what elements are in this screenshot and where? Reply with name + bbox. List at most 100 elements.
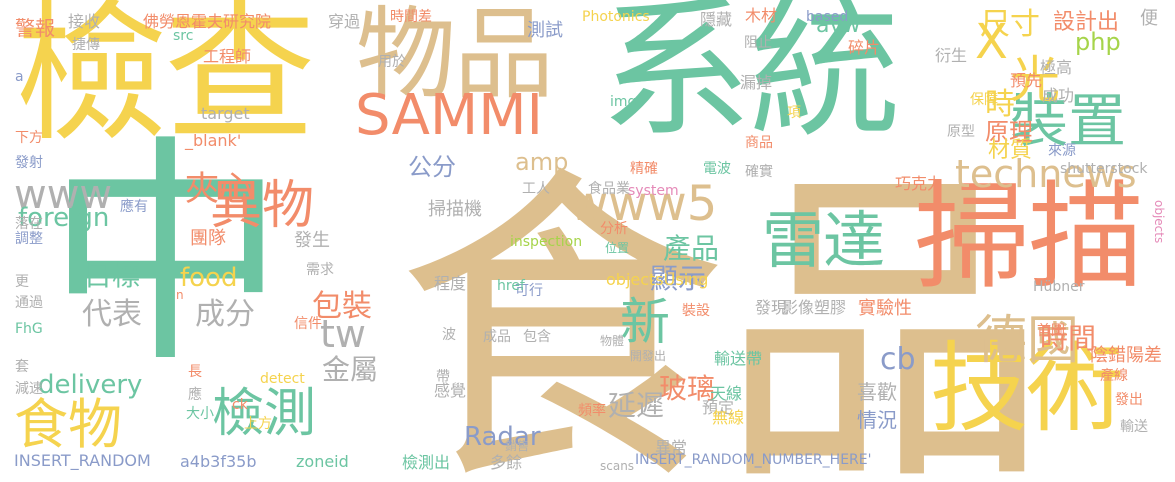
- cloud-word-w78: 工程師: [203, 47, 252, 66]
- cloud-word-x: X: [975, 14, 1008, 70]
- cloud-word-w32: 代表: [82, 297, 142, 332]
- cloud-word-w59: 無線: [712, 408, 745, 427]
- cloud-word-w75: 木材: [745, 6, 778, 25]
- cloud-word-w148: 捷傳: [72, 37, 100, 53]
- cloud-word-w110: 位置: [605, 241, 630, 255]
- cloud-word-w56: 陰錯陽差: [1090, 345, 1162, 366]
- cloud-word-w42: 原理: [985, 118, 1033, 146]
- cloud-word-w22: 時: [985, 87, 1015, 122]
- cloud-word-insert-random-number-here: INSERT_RANDOM_NUMBER_HERE': [635, 452, 872, 468]
- cloud-word-w104: 食品業: [588, 181, 630, 197]
- cloud-word-w113: 需求: [306, 262, 334, 278]
- cloud-word-php: php: [1075, 28, 1121, 56]
- cloud-word-w67: 多餘: [490, 453, 523, 472]
- cloud-word-based: based: [806, 9, 849, 25]
- cloud-word-avw: avw: [816, 13, 861, 38]
- cloud-word-w2: 中: [46, 115, 286, 395]
- cloud-word-w142: 輸送: [1120, 419, 1148, 435]
- cloud-word-insert-random: INSERT_RANDOM: [14, 451, 151, 470]
- cloud-word-w136: 帶: [436, 369, 450, 385]
- cloud-word-objectsusing: objectsUsing: [606, 270, 709, 289]
- cloud-word-w48: 測試: [527, 20, 563, 41]
- cloud-word-w137: 發出: [1115, 392, 1143, 408]
- cloud-word-w29: 顯示: [650, 262, 707, 295]
- cloud-word-w134: 減速: [15, 381, 43, 397]
- cloud-word-w94: 發射: [15, 155, 43, 171]
- cloud-word-w88: 成功: [1042, 86, 1075, 105]
- cloud-word-w3: 檢查: [15, 0, 316, 162]
- cloud-word-target: target: [201, 104, 250, 123]
- cloud-word-w143: 銷售: [505, 439, 530, 453]
- cloud-word-blank: _blank': [185, 131, 242, 150]
- cloud-word-w12: 食物: [14, 393, 122, 456]
- cloud-word-w55: 情況: [857, 408, 897, 432]
- cloud-word-w24: 夾心: [185, 169, 253, 209]
- cloud-word-system: system: [628, 183, 679, 199]
- cloud-word-w50: 影像: [782, 298, 815, 317]
- cloud-word-w135: 應: [188, 387, 202, 403]
- cloud-word-a4b3f35b: a4b3f35b: [180, 452, 257, 471]
- cloud-word-w85: 極高: [1040, 58, 1073, 77]
- cloud-word-w116: 程度: [434, 274, 467, 293]
- cloud-word-w71: 穿過: [328, 12, 361, 31]
- cloud-word-w141: 上方: [244, 416, 272, 432]
- cloud-word-cb: cb: [880, 342, 916, 377]
- cloud-word-w83: 碎片: [848, 38, 881, 57]
- cloud-word-w35: 金屬: [322, 353, 379, 386]
- cloud-word-w127: 首圖: [1037, 323, 1065, 339]
- cloud-word-w60: 感覺: [434, 381, 467, 400]
- cloud-word-www5: www5: [569, 176, 718, 232]
- cloud-word-technews: technews: [955, 152, 1137, 196]
- cloud-word-foreign: foreign: [18, 203, 110, 233]
- cloud-word-w96: 精確: [630, 161, 658, 177]
- cloud-word-objects: objects: [1152, 200, 1166, 244]
- cloud-word-w106: 落在: [15, 216, 43, 232]
- cloud-word-w26: 公分: [408, 153, 456, 181]
- cloud-word-w39: 延遲: [608, 389, 665, 422]
- cloud-word-w61: 異常: [655, 438, 688, 457]
- cloud-word-w133: 產線: [1100, 368, 1128, 384]
- cloud-word-w19: 新: [620, 293, 670, 351]
- cloud-word-w53: 輸送帶: [714, 349, 763, 368]
- cloud-word-fhg: FhG: [15, 321, 43, 337]
- cloud-word-w0: 食品: [396, 141, 1049, 482]
- cloud-word-w122: 信件: [294, 316, 322, 332]
- cloud-word-w58: 預定: [702, 398, 735, 417]
- cloud-word-w45: 團隊: [190, 228, 226, 249]
- cloud-word-w1: 系統: [600, 0, 901, 158]
- cloud-word-w114: 通過: [15, 295, 43, 311]
- cloud-word-w77: 便: [1140, 8, 1158, 29]
- cloud-word-w28: 產品: [663, 232, 720, 265]
- cloud-word-w123: 波: [442, 327, 456, 343]
- cloud-word-scans: scans: [600, 459, 635, 473]
- cloud-word-radar: Radar: [464, 422, 541, 452]
- cloud-word-src: src: [173, 28, 194, 44]
- cloud-word-w6: 技術: [930, 332, 1124, 446]
- cloud-word-w108: 調整: [15, 231, 43, 247]
- cloud-word-inspection: inspection: [510, 234, 583, 250]
- cloud-word-w129: 套: [15, 359, 29, 375]
- cloud-word-w86: 預先: [1010, 71, 1043, 90]
- cloud-word-w89: 漏掉: [740, 73, 773, 92]
- cloud-word-w57: 天線: [710, 384, 743, 403]
- cloud-word-food: food: [180, 263, 238, 293]
- cloud-word-zoneid: zoneid: [296, 452, 349, 471]
- cloud-word-shutterstock: shutterstock: [1060, 161, 1148, 177]
- cloud-word-w100: 巧克力: [895, 174, 944, 193]
- cloud-word-w10: 德國: [975, 311, 1080, 371]
- cloud-word-href: href: [497, 278, 525, 294]
- cloud-word-w112: 更: [15, 274, 29, 290]
- cloud-word-w49: 發現: [755, 298, 788, 317]
- cloud-word-w46: 發生: [294, 230, 330, 251]
- cloud-word-w70: 佛勞恩霍夫研究院: [143, 12, 272, 31]
- cloud-word-w124: 成品: [483, 329, 511, 345]
- cloud-word-w4: 掃描: [914, 170, 1144, 305]
- cloud-word-w17: 光: [1010, 51, 1060, 109]
- cloud-word-w33: 成分: [195, 297, 255, 332]
- cloud-word-detect: detect: [260, 371, 305, 387]
- cloud-word-w82: 阻止: [744, 35, 772, 51]
- cloud-word-w41: 時間: [1040, 322, 1097, 355]
- cloud-word-w13: 異物: [210, 176, 315, 236]
- cloud-word-w120: 裝設: [682, 303, 710, 319]
